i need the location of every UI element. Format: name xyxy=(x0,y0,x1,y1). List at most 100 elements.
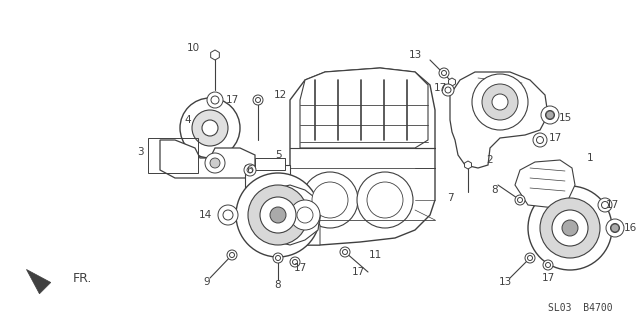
Circle shape xyxy=(210,158,220,168)
Circle shape xyxy=(611,224,619,232)
Polygon shape xyxy=(275,254,282,262)
Circle shape xyxy=(445,87,451,93)
Polygon shape xyxy=(342,248,348,256)
Circle shape xyxy=(211,96,219,104)
Circle shape xyxy=(192,110,228,146)
Circle shape xyxy=(546,111,554,119)
Circle shape xyxy=(273,253,283,263)
Text: 9: 9 xyxy=(204,277,211,287)
Circle shape xyxy=(248,185,308,245)
Text: 6: 6 xyxy=(246,165,253,175)
Circle shape xyxy=(290,200,320,230)
Circle shape xyxy=(527,256,532,261)
Circle shape xyxy=(260,197,296,233)
Bar xyxy=(245,165,290,205)
Circle shape xyxy=(515,195,525,205)
Circle shape xyxy=(342,249,348,255)
Text: 5: 5 xyxy=(275,150,282,160)
Circle shape xyxy=(442,84,454,96)
Circle shape xyxy=(518,197,522,203)
Circle shape xyxy=(292,259,298,264)
Circle shape xyxy=(218,205,238,225)
Text: 17: 17 xyxy=(541,273,555,283)
Polygon shape xyxy=(290,68,435,245)
Polygon shape xyxy=(290,200,320,245)
Polygon shape xyxy=(527,254,534,262)
Circle shape xyxy=(439,68,449,78)
Circle shape xyxy=(205,153,225,173)
Circle shape xyxy=(442,70,447,76)
Circle shape xyxy=(540,198,600,258)
Circle shape xyxy=(180,98,240,158)
Circle shape xyxy=(536,137,543,144)
Bar xyxy=(255,158,285,170)
Text: 13: 13 xyxy=(499,277,511,287)
Circle shape xyxy=(606,219,624,237)
Text: 8: 8 xyxy=(492,185,499,195)
Polygon shape xyxy=(515,160,575,208)
Text: 7: 7 xyxy=(447,193,453,203)
Text: 10: 10 xyxy=(186,43,200,53)
Circle shape xyxy=(541,106,559,124)
Bar xyxy=(148,138,198,173)
Circle shape xyxy=(236,173,320,257)
Circle shape xyxy=(270,207,286,223)
Text: 1: 1 xyxy=(587,153,593,163)
Circle shape xyxy=(545,110,554,120)
Circle shape xyxy=(357,172,413,228)
Circle shape xyxy=(598,198,612,212)
Circle shape xyxy=(472,74,528,130)
Text: 17: 17 xyxy=(351,267,365,277)
Circle shape xyxy=(525,253,535,263)
Circle shape xyxy=(552,210,588,246)
Circle shape xyxy=(602,202,609,209)
Text: 2: 2 xyxy=(486,155,493,165)
Polygon shape xyxy=(278,185,320,245)
Text: 16: 16 xyxy=(623,223,637,233)
Polygon shape xyxy=(465,161,472,169)
Circle shape xyxy=(545,263,550,268)
Polygon shape xyxy=(450,72,548,168)
Text: 14: 14 xyxy=(198,210,212,220)
Circle shape xyxy=(297,207,313,223)
Circle shape xyxy=(543,260,553,270)
Circle shape xyxy=(255,98,260,102)
Circle shape xyxy=(482,84,518,120)
Text: 11: 11 xyxy=(369,250,381,260)
Polygon shape xyxy=(300,68,428,148)
Polygon shape xyxy=(228,251,236,259)
Text: 4: 4 xyxy=(185,115,191,125)
Circle shape xyxy=(492,94,508,110)
Circle shape xyxy=(207,92,223,108)
Circle shape xyxy=(340,247,350,257)
Text: 3: 3 xyxy=(137,147,143,157)
Text: FR.: FR. xyxy=(72,271,92,285)
Circle shape xyxy=(611,224,620,233)
Text: 17: 17 xyxy=(605,200,619,210)
Polygon shape xyxy=(516,196,524,204)
Text: 17: 17 xyxy=(548,133,562,143)
Circle shape xyxy=(227,250,237,260)
Text: 12: 12 xyxy=(273,90,287,100)
Circle shape xyxy=(528,186,612,270)
Circle shape xyxy=(230,253,234,257)
Circle shape xyxy=(253,95,263,105)
Circle shape xyxy=(290,257,300,267)
Polygon shape xyxy=(449,78,456,86)
Circle shape xyxy=(275,256,280,261)
Polygon shape xyxy=(160,140,255,178)
Circle shape xyxy=(367,182,403,218)
Text: 8: 8 xyxy=(275,280,282,290)
Polygon shape xyxy=(211,50,220,60)
Circle shape xyxy=(247,167,253,173)
Polygon shape xyxy=(255,96,262,104)
Circle shape xyxy=(202,120,218,136)
Circle shape xyxy=(223,210,233,220)
Circle shape xyxy=(244,164,256,176)
Polygon shape xyxy=(26,270,51,294)
Circle shape xyxy=(302,172,358,228)
Circle shape xyxy=(562,220,578,236)
Circle shape xyxy=(312,182,348,218)
Text: 17: 17 xyxy=(293,263,307,273)
Text: SL03  B4700: SL03 B4700 xyxy=(548,303,612,313)
